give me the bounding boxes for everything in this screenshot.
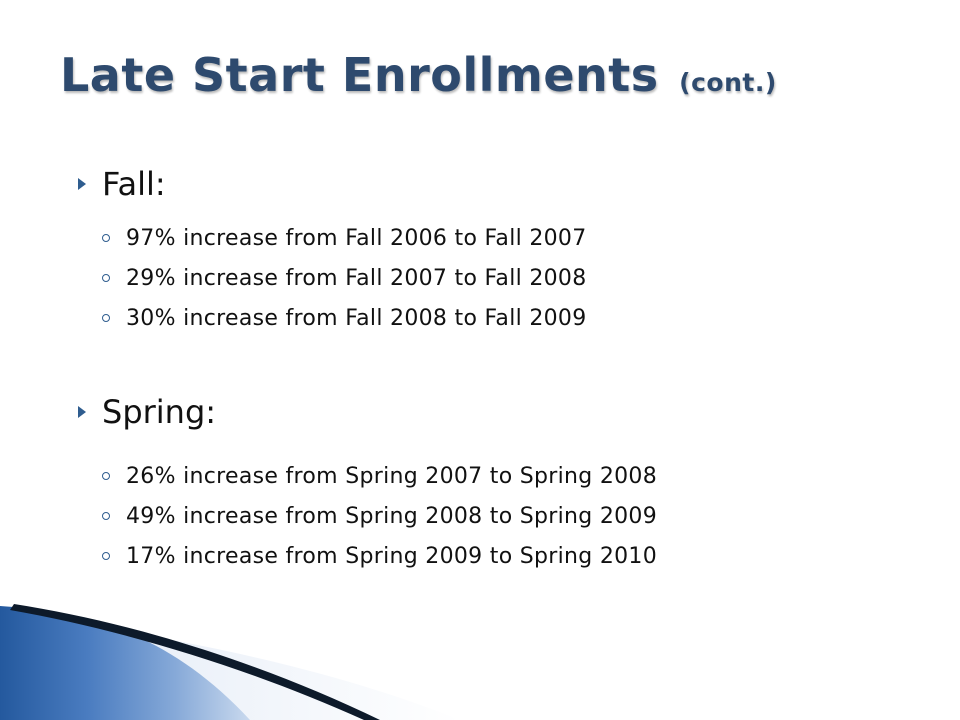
list-item-text: 30% increase from Fall 2008 to Fall 2009 (126, 305, 587, 331)
ring-bullet-icon (102, 314, 110, 322)
title-main: Late Start Enrollments (60, 48, 659, 102)
section-heading-spring: Spring: (72, 392, 657, 432)
section-spring: Spring: 26% increase from Spring 2007 to… (72, 392, 657, 576)
heading-text: Fall: (102, 165, 166, 203)
list-item: 29% increase from Fall 2007 to Fall 2008 (72, 258, 587, 298)
arrow-bullet-icon (78, 406, 86, 418)
ring-bullet-icon (102, 274, 110, 282)
dark-swoosh-stripe (10, 604, 380, 720)
ring-bullet-icon (102, 472, 110, 480)
list-item-text: 97% increase from Fall 2006 to Fall 2007 (126, 225, 587, 251)
pale-swoosh-shape (0, 612, 460, 720)
ring-bullet-icon (102, 512, 110, 520)
list-item: 17% increase from Spring 2009 to Spring … (72, 536, 657, 576)
title-suffix: (cont.) (679, 68, 777, 97)
list-item-text: 17% increase from Spring 2009 to Spring … (126, 543, 658, 569)
ring-bullet-icon (102, 552, 110, 560)
ring-bullet-icon (102, 234, 110, 242)
list-item: 97% increase from Fall 2006 to Fall 2007 (72, 218, 587, 258)
section-heading-fall: Fall: (72, 164, 587, 204)
list-item-text: 26% increase from Spring 2007 to Spring … (126, 463, 658, 489)
list-item: 30% increase from Fall 2008 to Fall 2009 (72, 298, 587, 338)
list-item-text: 49% increase from Spring 2008 to Spring … (126, 503, 658, 529)
blue-swoosh-shape (0, 606, 250, 720)
slide-title: Late Start Enrollments (cont.) (60, 52, 777, 98)
section-fall: Fall: 97% increase from Fall 2006 to Fal… (72, 164, 587, 338)
list-item: 26% increase from Spring 2007 to Spring … (72, 456, 657, 496)
bullet-list-fall: 97% increase from Fall 2006 to Fall 2007… (72, 218, 587, 338)
bullet-list-spring: 26% increase from Spring 2007 to Spring … (72, 456, 657, 576)
arrow-bullet-icon (78, 178, 86, 190)
heading-text: Spring: (102, 393, 217, 431)
list-item-text: 29% increase from Fall 2007 to Fall 2008 (126, 265, 587, 291)
list-item: 49% increase from Spring 2008 to Spring … (72, 496, 657, 536)
